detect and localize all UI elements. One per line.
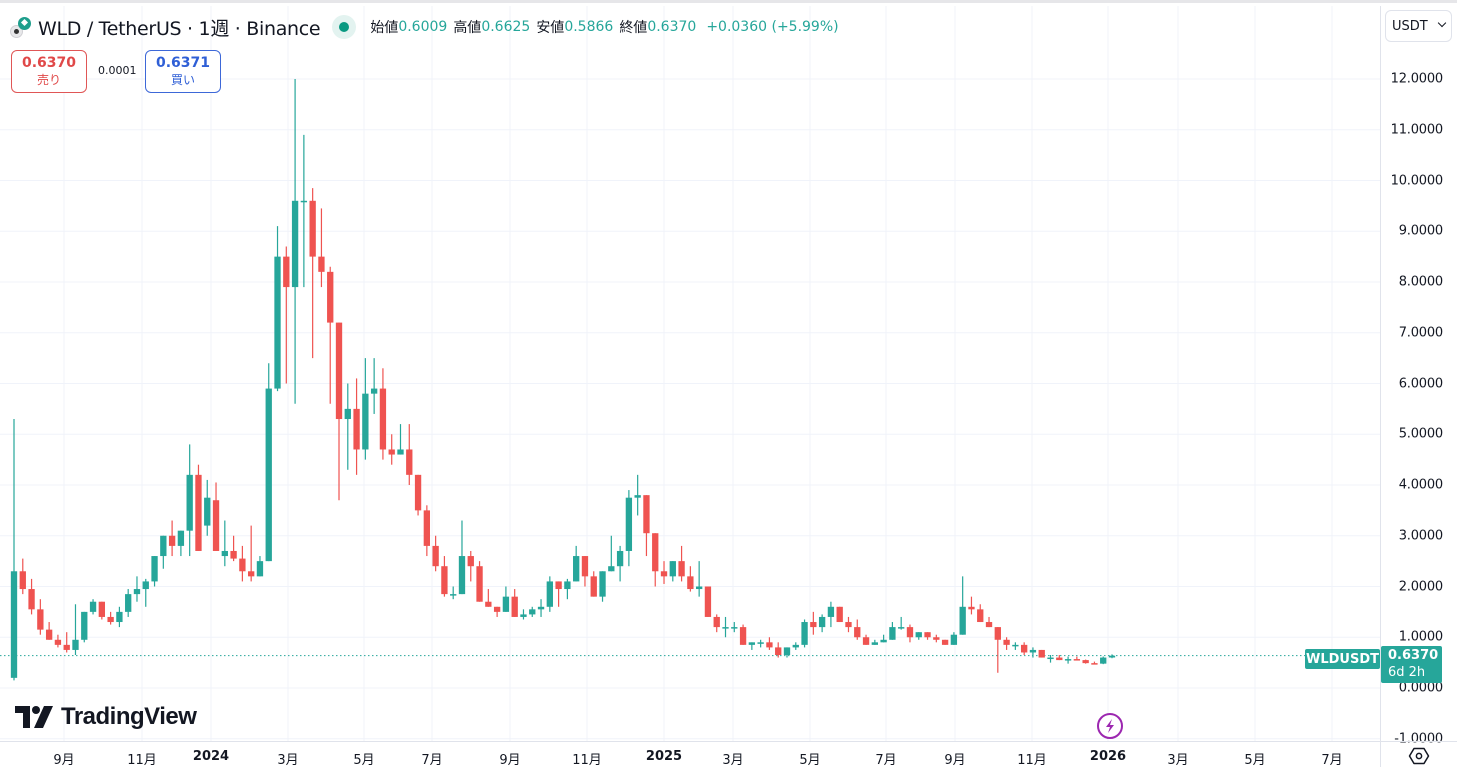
time-axis-label: 2024	[192, 749, 230, 764]
time-axis-label: 9月	[53, 753, 75, 767]
time-axis-label: 5月	[353, 753, 375, 767]
time-axis-label: 9月	[499, 753, 521, 767]
low-label: 安値	[536, 20, 565, 36]
symbol-price-tag: WLDUSDT	[1305, 649, 1380, 669]
time-axis[interactable]: 9月 11月 2024 3月 5月 7月 9月 11月 2025 3月 5月 7月 9月 11月 2026 3…	[0, 741, 1380, 767]
time-axis-label: 2026	[1089, 749, 1127, 764]
time-axis-label: 3月	[722, 753, 744, 767]
time-axis-label: 7月	[875, 753, 897, 767]
close-label: 終値	[619, 20, 648, 36]
price-axis[interactable]: 12.0000 11.0000 10.0000 9.0000 8.0000 7.0000 6…	[1380, 6, 1457, 746]
close-value: 0.6370	[647, 19, 697, 35]
tradingview-wordmark: TradingView	[61, 703, 197, 730]
time-axis-label: 7月	[1321, 753, 1343, 767]
price-axis-label: 5.0000	[1398, 426, 1443, 442]
time-axis-label: 2025	[645, 749, 683, 764]
high-label: 高値	[453, 20, 482, 36]
last-price-value: 0.6370	[1388, 648, 1439, 663]
price-axis-label: 10.0000	[1390, 173, 1444, 188]
buy-label: 買い	[170, 73, 195, 87]
wld-coin-icon	[18, 17, 31, 30]
chart-legend: WLD / TetherUS · 1週 · Binance 始値 0.6009 …	[10, 15, 839, 40]
time-axis-label: 3月	[277, 753, 299, 767]
price-axis-label: 12.0000	[1390, 71, 1444, 87]
open-value: 0.6009	[398, 19, 448, 35]
price-axis-label: 7.0000	[1398, 325, 1443, 341]
time-axis-label: 11月	[127, 753, 157, 767]
time-axis-label: 5月	[1244, 753, 1266, 767]
bar-countdown: 6d 2h	[1388, 665, 1426, 680]
currency-value: USDT	[1392, 18, 1428, 34]
candlestick-chart[interactable]	[0, 6, 1380, 741]
chart-pane[interactable]: WLD / TetherUS · 1週 · Binance 始値 0.6009 …	[0, 6, 1380, 741]
open-label: 始値	[370, 20, 399, 36]
currency-selector[interactable]: USDT	[1385, 10, 1452, 42]
tradingview-logo-icon	[15, 706, 53, 728]
symbol-logo-icon[interactable]	[10, 16, 34, 38]
chevron-down-icon	[1437, 18, 1447, 28]
chart-settings-button[interactable]	[1380, 741, 1457, 767]
grid-lines	[0, 6, 1380, 741]
sell-label: 売り	[36, 73, 61, 87]
sell-price: 0.6370	[21, 55, 77, 71]
time-axis-label: 11月	[1017, 753, 1047, 767]
symbol-title[interactable]: WLD / TetherUS · 1週 · Binance	[38, 17, 321, 40]
buy-button[interactable]: 0.6371 買い	[145, 50, 221, 93]
price-axis-label: 0.0000	[1398, 680, 1443, 696]
price-axis-label: 11.0000	[1390, 122, 1444, 138]
price-change: +0.0360 (+5.99%)	[706, 19, 839, 35]
price-axis-label: 4.0000	[1398, 477, 1443, 493]
price-axis-label: 9.0000	[1398, 223, 1443, 239]
low-value: 0.5866	[564, 19, 614, 35]
candles	[10, 79, 1116, 681]
time-axis-label: 5月	[799, 753, 821, 767]
sell-button[interactable]: 0.6370 売り	[11, 50, 87, 93]
price-axis-label: 6.0000	[1398, 376, 1443, 391]
time-axis-label: 7月	[421, 753, 443, 767]
high-value: 0.6625	[481, 19, 531, 35]
event-lightning-icon[interactable]	[1097, 713, 1123, 739]
tradingview-logo[interactable]: TradingView	[15, 703, 197, 731]
market-status[interactable]	[332, 15, 357, 39]
buy-price: 0.6371	[155, 55, 211, 71]
time-axis-label: 11月	[572, 753, 602, 767]
time-axis-label: 9月	[944, 753, 966, 767]
price-axis-label: 1.0000	[1398, 629, 1443, 645]
price-axis-label: 8.0000	[1398, 274, 1443, 290]
spread-value: 0.0001	[98, 64, 137, 77]
time-axis-label: 3月	[1167, 753, 1189, 767]
last-price-label: 0.6370 6d 2h	[1381, 646, 1442, 683]
settings-hexagon-icon	[1408, 747, 1430, 765]
price-axis-label: -1.0000	[1394, 731, 1443, 747]
price-axis-label: 2.0000	[1398, 579, 1443, 594]
price-axis-label: 3.0000	[1398, 528, 1443, 544]
market-open-dot-icon	[339, 22, 350, 32]
